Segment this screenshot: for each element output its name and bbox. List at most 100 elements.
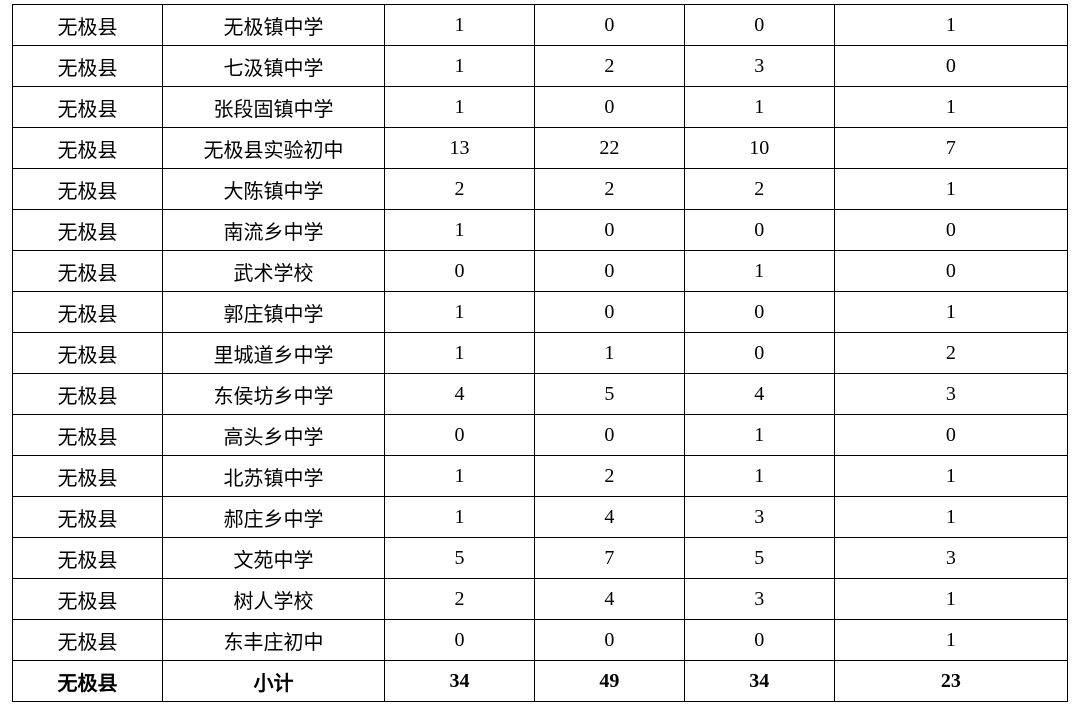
cell-school: 树人学校 — [162, 579, 384, 620]
cell-school: 大陈镇中学 — [162, 169, 384, 210]
cell-n1: 13 — [385, 128, 535, 169]
cell-n1: 1 — [385, 292, 535, 333]
cell-county: 无极县 — [13, 87, 163, 128]
cell-n1: 1 — [385, 210, 535, 251]
table-row: 无极县张段固镇中学1011 — [13, 87, 1068, 128]
cell-county: 无极县 — [13, 333, 163, 374]
cell-school: 里城道乡中学 — [162, 333, 384, 374]
cell-school: 北苏镇中学 — [162, 456, 384, 497]
cell-n1: 0 — [385, 620, 535, 661]
cell-n3: 3 — [684, 46, 834, 87]
cell-county: 无极县 — [13, 415, 163, 456]
cell-n3: 0 — [684, 5, 834, 46]
cell-n2: 0 — [534, 210, 684, 251]
cell-n4: 1 — [834, 87, 1067, 128]
cell-n3: 0 — [684, 292, 834, 333]
cell-n3: 4 — [684, 374, 834, 415]
cell-n1: 1 — [385, 5, 535, 46]
table-row: 无极县无极县实验初中1322107 — [13, 128, 1068, 169]
cell-school: 无极镇中学 — [162, 5, 384, 46]
cell-n3: 2 — [684, 169, 834, 210]
cell-county: 无极县 — [13, 128, 163, 169]
cell-n2: 1 — [534, 333, 684, 374]
cell-school: 无极县实验初中 — [162, 128, 384, 169]
cell-n4: 7 — [834, 128, 1067, 169]
cell-n3: 0 — [684, 333, 834, 374]
summary-cell-n1: 34 — [385, 661, 535, 702]
summary-cell-county: 无极县 — [13, 661, 163, 702]
cell-n3: 0 — [684, 620, 834, 661]
table-row: 无极县东丰庄初中0001 — [13, 620, 1068, 661]
cell-n2: 0 — [534, 620, 684, 661]
cell-n4: 0 — [834, 210, 1067, 251]
cell-n3: 1 — [684, 87, 834, 128]
cell-n4: 1 — [834, 456, 1067, 497]
cell-county: 无极县 — [13, 292, 163, 333]
cell-school: 张段固镇中学 — [162, 87, 384, 128]
cell-n2: 0 — [534, 292, 684, 333]
cell-n2: 4 — [534, 579, 684, 620]
cell-n2: 2 — [534, 46, 684, 87]
table-row: 无极县东侯坊乡中学4543 — [13, 374, 1068, 415]
cell-county: 无极县 — [13, 497, 163, 538]
cell-school: 七汲镇中学 — [162, 46, 384, 87]
table-row: 无极县南流乡中学1000 — [13, 210, 1068, 251]
cell-n3: 1 — [684, 456, 834, 497]
cell-n2: 22 — [534, 128, 684, 169]
cell-n2: 7 — [534, 538, 684, 579]
cell-n4: 1 — [834, 579, 1067, 620]
cell-n1: 5 — [385, 538, 535, 579]
summary-cell-n2: 49 — [534, 661, 684, 702]
cell-n3: 1 — [684, 415, 834, 456]
cell-n3: 10 — [684, 128, 834, 169]
table-row: 无极县郭庄镇中学1001 — [13, 292, 1068, 333]
summary-row: 无极县小计34493423 — [13, 661, 1068, 702]
table-row: 无极县树人学校2431 — [13, 579, 1068, 620]
cell-n4: 1 — [834, 5, 1067, 46]
cell-n1: 1 — [385, 456, 535, 497]
cell-n4: 1 — [834, 292, 1067, 333]
cell-county: 无极县 — [13, 251, 163, 292]
summary-cell-n4: 23 — [834, 661, 1067, 702]
cell-n4: 1 — [834, 497, 1067, 538]
cell-n1: 0 — [385, 415, 535, 456]
cell-county: 无极县 — [13, 210, 163, 251]
cell-n4: 0 — [834, 46, 1067, 87]
cell-n1: 2 — [385, 169, 535, 210]
cell-n1: 1 — [385, 46, 535, 87]
cell-school: 郝庄乡中学 — [162, 497, 384, 538]
cell-school: 武术学校 — [162, 251, 384, 292]
cell-county: 无极县 — [13, 5, 163, 46]
cell-n3: 3 — [684, 497, 834, 538]
cell-n1: 4 — [385, 374, 535, 415]
cell-n2: 0 — [534, 415, 684, 456]
cell-n1: 0 — [385, 251, 535, 292]
school-stats-table: 无极县无极镇中学1001无极县七汲镇中学1230无极县张段固镇中学1011无极县… — [12, 4, 1068, 702]
cell-n1: 2 — [385, 579, 535, 620]
table-row: 无极县里城道乡中学1102 — [13, 333, 1068, 374]
table-row: 无极县文苑中学5753 — [13, 538, 1068, 579]
table-body: 无极县无极镇中学1001无极县七汲镇中学1230无极县张段固镇中学1011无极县… — [13, 5, 1068, 702]
table-row: 无极县武术学校0010 — [13, 251, 1068, 292]
cell-n1: 1 — [385, 333, 535, 374]
cell-county: 无极县 — [13, 579, 163, 620]
cell-county: 无极县 — [13, 46, 163, 87]
summary-cell-n3: 34 — [684, 661, 834, 702]
cell-n2: 5 — [534, 374, 684, 415]
cell-n3: 1 — [684, 251, 834, 292]
cell-n3: 3 — [684, 579, 834, 620]
cell-n4: 2 — [834, 333, 1067, 374]
cell-n3: 5 — [684, 538, 834, 579]
cell-school: 东侯坊乡中学 — [162, 374, 384, 415]
cell-county: 无极县 — [13, 620, 163, 661]
table-row: 无极县北苏镇中学1211 — [13, 456, 1068, 497]
cell-school: 东丰庄初中 — [162, 620, 384, 661]
cell-school: 高头乡中学 — [162, 415, 384, 456]
cell-n2: 0 — [534, 5, 684, 46]
cell-n4: 3 — [834, 374, 1067, 415]
cell-n1: 1 — [385, 87, 535, 128]
summary-cell-school: 小计 — [162, 661, 384, 702]
cell-n4: 0 — [834, 251, 1067, 292]
cell-n4: 1 — [834, 169, 1067, 210]
cell-county: 无极县 — [13, 456, 163, 497]
